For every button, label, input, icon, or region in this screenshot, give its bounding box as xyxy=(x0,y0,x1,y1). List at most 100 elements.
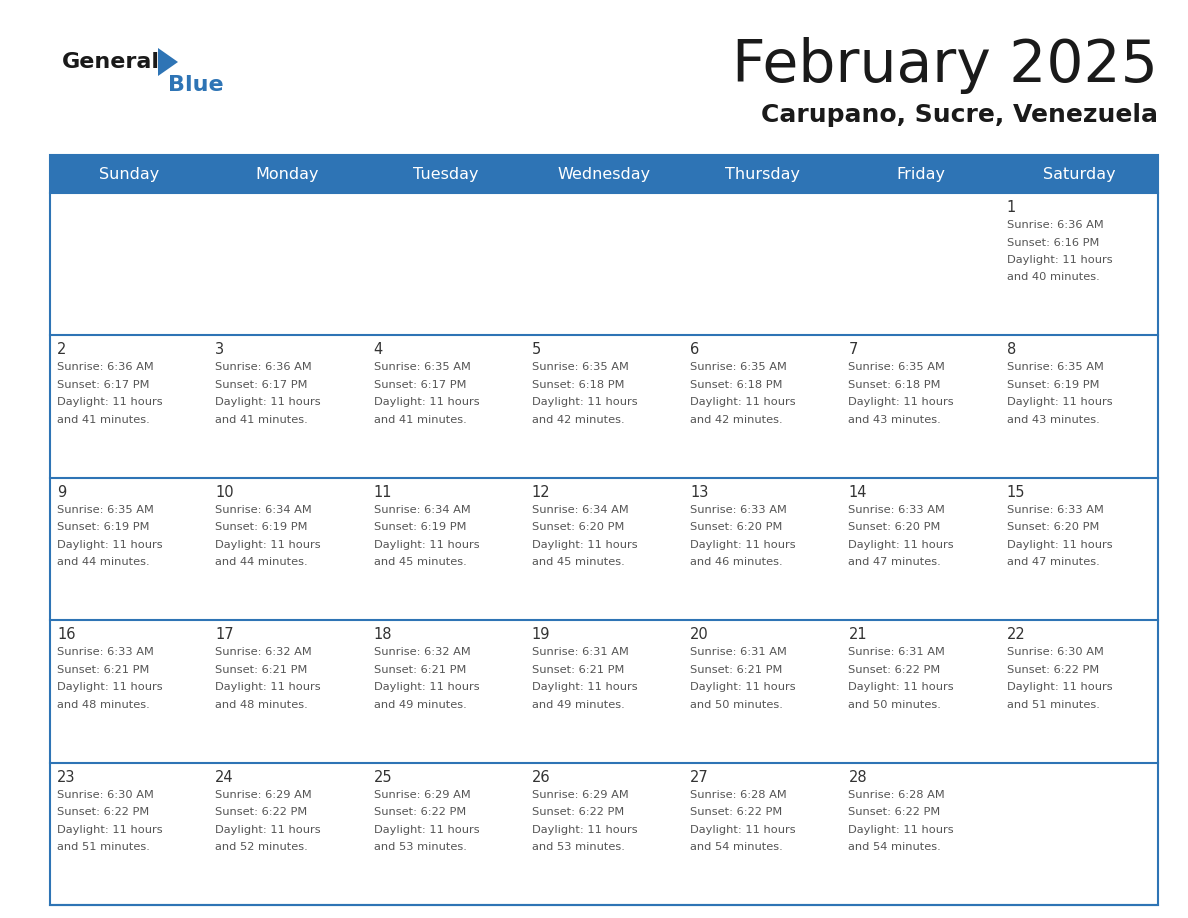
Bar xyxy=(841,193,1000,335)
Bar xyxy=(50,763,208,905)
Text: Daylight: 11 hours: Daylight: 11 hours xyxy=(1006,255,1112,265)
Bar xyxy=(525,335,683,477)
Text: Daylight: 11 hours: Daylight: 11 hours xyxy=(373,540,479,550)
Text: Sunrise: 6:36 AM: Sunrise: 6:36 AM xyxy=(57,363,153,373)
Text: 4: 4 xyxy=(373,342,383,357)
Text: Daylight: 11 hours: Daylight: 11 hours xyxy=(1006,682,1112,692)
Text: Sunset: 6:20 PM: Sunset: 6:20 PM xyxy=(690,522,783,532)
Text: and 48 minutes.: and 48 minutes. xyxy=(215,700,308,710)
Text: and 50 minutes.: and 50 minutes. xyxy=(690,700,783,710)
Bar xyxy=(208,621,367,763)
Text: and 45 minutes.: and 45 minutes. xyxy=(532,557,625,567)
Text: Daylight: 11 hours: Daylight: 11 hours xyxy=(848,540,954,550)
Text: 13: 13 xyxy=(690,485,708,499)
Text: Sunset: 6:19 PM: Sunset: 6:19 PM xyxy=(57,522,150,532)
Bar xyxy=(208,193,367,335)
Text: February 2025: February 2025 xyxy=(732,37,1158,94)
Text: Daylight: 11 hours: Daylight: 11 hours xyxy=(690,540,796,550)
Bar xyxy=(525,621,683,763)
Text: Sunrise: 6:33 AM: Sunrise: 6:33 AM xyxy=(57,647,154,657)
Text: and 53 minutes.: and 53 minutes. xyxy=(373,842,467,852)
Text: 7: 7 xyxy=(848,342,858,357)
Bar xyxy=(525,193,683,335)
Text: Daylight: 11 hours: Daylight: 11 hours xyxy=(215,540,321,550)
Text: 22: 22 xyxy=(1006,627,1025,643)
Bar xyxy=(50,193,208,335)
Text: 11: 11 xyxy=(373,485,392,499)
Text: 20: 20 xyxy=(690,627,709,643)
Text: Sunset: 6:18 PM: Sunset: 6:18 PM xyxy=(848,380,941,390)
Text: Sunrise: 6:30 AM: Sunrise: 6:30 AM xyxy=(57,789,154,800)
Text: Daylight: 11 hours: Daylight: 11 hours xyxy=(690,397,796,408)
Text: Sunset: 6:22 PM: Sunset: 6:22 PM xyxy=(532,807,624,817)
Bar xyxy=(208,477,367,621)
Text: and 46 minutes.: and 46 minutes. xyxy=(690,557,783,567)
Text: Sunrise: 6:28 AM: Sunrise: 6:28 AM xyxy=(848,789,946,800)
Text: Daylight: 11 hours: Daylight: 11 hours xyxy=(57,540,163,550)
Text: and 54 minutes.: and 54 minutes. xyxy=(848,842,941,852)
Text: and 41 minutes.: and 41 minutes. xyxy=(215,415,308,425)
Bar xyxy=(50,155,1158,193)
Bar xyxy=(367,621,525,763)
Text: Sunset: 6:22 PM: Sunset: 6:22 PM xyxy=(1006,665,1099,675)
Bar xyxy=(367,193,525,335)
Text: and 40 minutes.: and 40 minutes. xyxy=(1006,273,1099,283)
Bar xyxy=(367,763,525,905)
Text: and 48 minutes.: and 48 minutes. xyxy=(57,700,150,710)
Text: Sunrise: 6:33 AM: Sunrise: 6:33 AM xyxy=(848,505,946,515)
Text: Sunrise: 6:35 AM: Sunrise: 6:35 AM xyxy=(690,363,786,373)
Text: Saturday: Saturday xyxy=(1043,166,1116,182)
Text: Daylight: 11 hours: Daylight: 11 hours xyxy=(373,397,479,408)
Text: Sunrise: 6:35 AM: Sunrise: 6:35 AM xyxy=(373,363,470,373)
Text: Tuesday: Tuesday xyxy=(413,166,479,182)
Text: Sunset: 6:22 PM: Sunset: 6:22 PM xyxy=(215,807,308,817)
Text: Daylight: 11 hours: Daylight: 11 hours xyxy=(57,397,163,408)
Text: Sunset: 6:22 PM: Sunset: 6:22 PM xyxy=(848,665,941,675)
Bar xyxy=(841,335,1000,477)
Text: Sunrise: 6:34 AM: Sunrise: 6:34 AM xyxy=(215,505,312,515)
Text: 25: 25 xyxy=(373,769,392,785)
Text: Sunset: 6:22 PM: Sunset: 6:22 PM xyxy=(57,807,150,817)
Text: and 47 minutes.: and 47 minutes. xyxy=(848,557,941,567)
Text: Daylight: 11 hours: Daylight: 11 hours xyxy=(1006,540,1112,550)
Text: and 43 minutes.: and 43 minutes. xyxy=(1006,415,1099,425)
Bar xyxy=(208,335,367,477)
Text: Daylight: 11 hours: Daylight: 11 hours xyxy=(57,824,163,834)
Bar xyxy=(50,621,208,763)
Bar xyxy=(841,763,1000,905)
Text: 2: 2 xyxy=(57,342,67,357)
Bar xyxy=(1000,335,1158,477)
Bar xyxy=(1000,193,1158,335)
Text: and 49 minutes.: and 49 minutes. xyxy=(373,700,467,710)
Text: 9: 9 xyxy=(57,485,67,499)
Bar xyxy=(841,477,1000,621)
Text: Sunday: Sunday xyxy=(99,166,159,182)
Text: and 47 minutes.: and 47 minutes. xyxy=(1006,557,1099,567)
Text: 28: 28 xyxy=(848,769,867,785)
Text: 6: 6 xyxy=(690,342,700,357)
Text: 15: 15 xyxy=(1006,485,1025,499)
Bar xyxy=(50,335,208,477)
Text: Sunset: 6:22 PM: Sunset: 6:22 PM xyxy=(848,807,941,817)
Text: Daylight: 11 hours: Daylight: 11 hours xyxy=(215,824,321,834)
Text: Sunrise: 6:29 AM: Sunrise: 6:29 AM xyxy=(373,789,470,800)
Text: Sunset: 6:21 PM: Sunset: 6:21 PM xyxy=(373,665,466,675)
Text: 3: 3 xyxy=(215,342,225,357)
Text: Sunset: 6:16 PM: Sunset: 6:16 PM xyxy=(1006,238,1099,248)
Text: Sunrise: 6:33 AM: Sunrise: 6:33 AM xyxy=(690,505,786,515)
Text: Sunrise: 6:31 AM: Sunrise: 6:31 AM xyxy=(690,647,786,657)
Text: Sunrise: 6:32 AM: Sunrise: 6:32 AM xyxy=(373,647,470,657)
Text: Daylight: 11 hours: Daylight: 11 hours xyxy=(532,397,638,408)
Text: Sunrise: 6:35 AM: Sunrise: 6:35 AM xyxy=(57,505,154,515)
Text: 12: 12 xyxy=(532,485,550,499)
Bar xyxy=(367,335,525,477)
Text: Sunset: 6:21 PM: Sunset: 6:21 PM xyxy=(215,665,308,675)
Bar xyxy=(683,621,841,763)
Text: Sunrise: 6:34 AM: Sunrise: 6:34 AM xyxy=(532,505,628,515)
Bar xyxy=(841,621,1000,763)
Text: 8: 8 xyxy=(1006,342,1016,357)
Text: Daylight: 11 hours: Daylight: 11 hours xyxy=(690,824,796,834)
Text: Sunset: 6:20 PM: Sunset: 6:20 PM xyxy=(848,522,941,532)
Text: Sunrise: 6:35 AM: Sunrise: 6:35 AM xyxy=(1006,363,1104,373)
Text: and 54 minutes.: and 54 minutes. xyxy=(690,842,783,852)
